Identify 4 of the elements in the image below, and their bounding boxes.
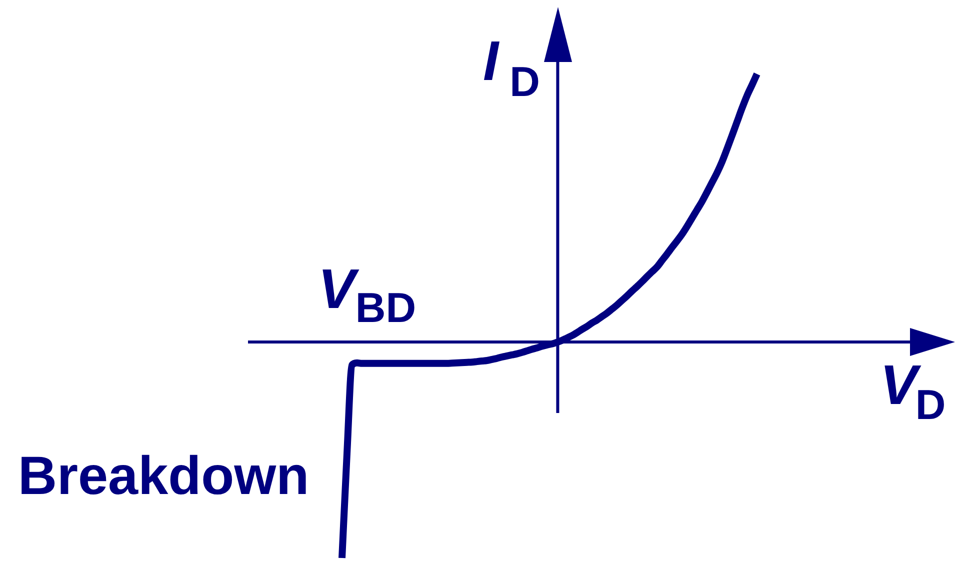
y-axis-title: I$_{D}$ [483, 29, 540, 105]
text: Breakdown [18, 446, 310, 506]
annotation: V$_{BD}$ [318, 257, 416, 331]
x-axis-title: V$_{D}$ [880, 353, 946, 428]
